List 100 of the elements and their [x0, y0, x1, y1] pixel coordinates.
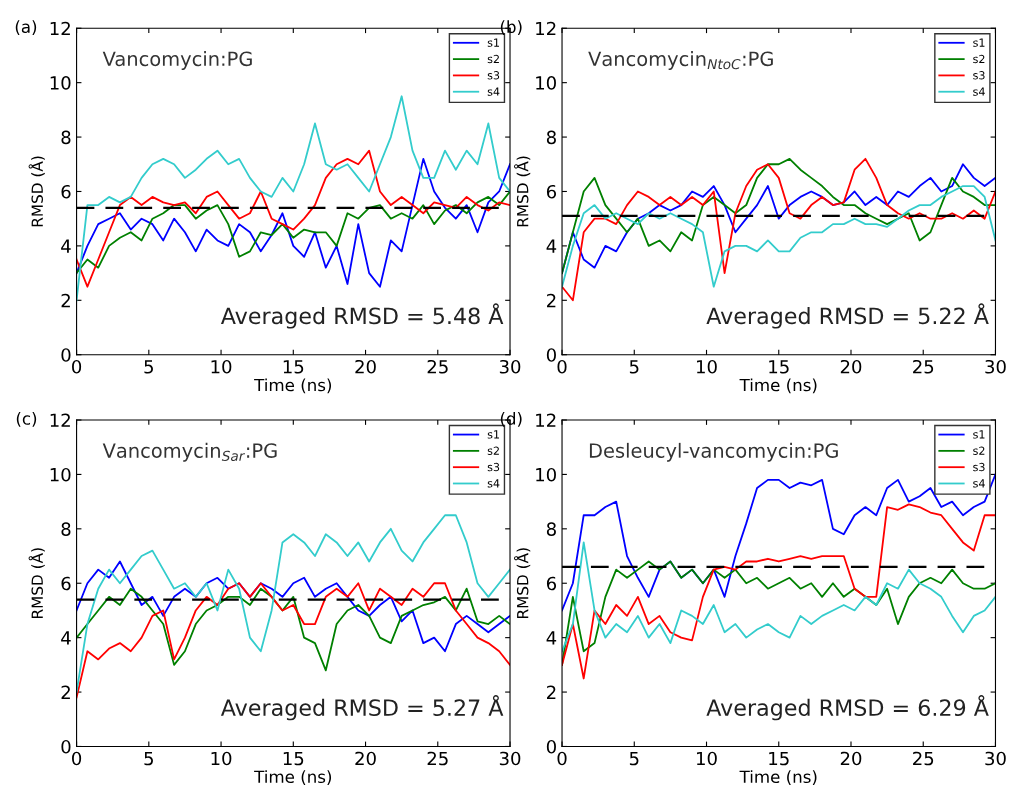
- x-tick-label: 30: [985, 751, 1006, 766]
- y-tick-label: 4: [546, 239, 557, 253]
- x-tick-label: 10: [697, 359, 717, 374]
- text: (a): [15, 20, 37, 36]
- x-tick-label: 25: [913, 359, 934, 374]
- x-axis-title: Time (ns): [739, 770, 817, 786]
- line-series: [562, 503, 996, 680]
- y-axis-title: RMSD (Å): [28, 156, 45, 227]
- line-series: [562, 185, 996, 288]
- y-tick-label: 6: [61, 184, 71, 199]
- y-tick-label: 2: [61, 293, 70, 308]
- x-tick-label: 15: [283, 360, 304, 374]
- x-tick-label: 25: [427, 359, 448, 374]
- text: Vancomycin:PG: [102, 51, 252, 70]
- annotation: Averaged RMSD = 6.29 Å: [706, 695, 989, 721]
- text: (c): [16, 411, 37, 427]
- y-tick-label: 2: [61, 685, 70, 699]
- y-tick-label: 10: [50, 76, 71, 90]
- line-series: [76, 560, 511, 653]
- y-tick-label: 8: [546, 522, 556, 536]
- y-tick-label: 6: [546, 576, 557, 591]
- x-tick-label: 0: [72, 751, 82, 766]
- x-tick-label: 5: [629, 360, 639, 374]
- y-tick-label: 4: [61, 631, 71, 645]
- annotation: Averaged RMSD = 5.27 Å: [220, 695, 504, 721]
- y-tick-label: 12: [50, 21, 70, 36]
- x-tick-label: 20: [355, 359, 376, 374]
- legend-label: s1: [487, 430, 499, 439]
- x-tick-label: 10: [211, 751, 232, 766]
- x-tick-label: 0: [557, 359, 567, 374]
- y-tick-label: 2: [547, 685, 556, 699]
- legend-label: s3: [973, 462, 985, 472]
- y-tick-label: 8: [61, 522, 71, 536]
- x-tick-label: 30: [499, 751, 521, 766]
- x-tick-label: 15: [283, 751, 304, 766]
- x-tick-label: 15: [769, 360, 789, 374]
- legend-label: s3: [487, 71, 500, 80]
- line-series: [76, 95, 511, 302]
- y-tick-label: 10: [536, 467, 556, 482]
- y-tick-label: 6: [546, 184, 557, 199]
- x-tick-label: 25: [913, 751, 934, 766]
- x-tick-label: 5: [629, 751, 639, 766]
- y-tick-label: 12: [50, 413, 70, 427]
- x-axis-title: Time (ns): [739, 378, 817, 394]
- line-series: [76, 587, 511, 672]
- y-tick-label: 12: [536, 21, 556, 36]
- y-axis-title: RMSD (Å): [28, 548, 45, 618]
- line-series: [562, 473, 996, 612]
- y-tick-label: 4: [61, 239, 71, 253]
- y-tick-label: 8: [546, 130, 556, 145]
- y-axis-title: RMSD (Å): [514, 156, 531, 227]
- line-series: [76, 514, 511, 693]
- y-axis-title: RMSD (Å): [514, 548, 531, 618]
- x-tick-label: 20: [355, 751, 376, 766]
- x-tick-label: 10: [211, 359, 232, 374]
- y-tick-label: 12: [536, 413, 556, 427]
- line-series: [562, 541, 996, 653]
- line-series: [562, 157, 996, 302]
- annotation: Averaged RMSD = 5.22 Å: [706, 303, 989, 329]
- x-tick-label: 15: [769, 751, 789, 766]
- y-tick-label: 0: [546, 739, 556, 754]
- x-tick-label: 10: [697, 751, 717, 766]
- y-tick-label: 0: [61, 739, 71, 754]
- line-series: [76, 190, 511, 275]
- x-tick-label: 20: [840, 751, 862, 766]
- text: Desleucyl-vancomycin:PG: [589, 442, 838, 462]
- text: Vancomycin$_{NtoC}$:PG: [588, 51, 773, 70]
- y-tick-label: 6: [61, 576, 71, 591]
- legend-label: s3: [487, 462, 500, 472]
- legend-label: s4: [487, 479, 500, 488]
- y-tick-label: 4: [546, 631, 557, 645]
- legend-label: s3: [973, 71, 985, 80]
- legend-label: s4: [973, 87, 985, 96]
- x-tick-label: 5: [144, 751, 153, 766]
- legend-label: s1: [487, 38, 499, 47]
- legend-label: s2: [973, 446, 985, 455]
- x-tick-label: 0: [72, 359, 82, 374]
- legend-label: s1: [973, 430, 985, 439]
- x-tick-label: 5: [144, 360, 153, 374]
- x-tick-label: 30: [985, 359, 1006, 374]
- legend-label: s2: [487, 446, 499, 455]
- y-tick-label: 10: [536, 76, 556, 90]
- legend-label: s2: [487, 54, 499, 64]
- y-tick-label: 0: [546, 348, 556, 362]
- x-tick-label: 25: [427, 751, 448, 766]
- x-tick-label: 20: [840, 359, 862, 374]
- legend-label: s2: [973, 54, 985, 64]
- legend-label: s4: [487, 87, 500, 96]
- x-axis-title: Time (ns): [254, 378, 332, 394]
- x-axis-title: Time (ns): [254, 770, 332, 786]
- y-tick-label: 0: [61, 348, 71, 362]
- x-tick-label: 0: [557, 751, 567, 766]
- y-tick-label: 8: [61, 130, 71, 145]
- x-tick-label: 30: [499, 359, 521, 374]
- y-tick-label: 10: [50, 467, 71, 482]
- annotation: (d): [500, 411, 522, 427]
- annotation: (b): [500, 20, 522, 36]
- text: Vancomycin$_{Sar}$:PG: [102, 442, 277, 462]
- annotation: Averaged RMSD = 5.48 Å: [220, 303, 504, 329]
- legend-label: s1: [973, 38, 985, 47]
